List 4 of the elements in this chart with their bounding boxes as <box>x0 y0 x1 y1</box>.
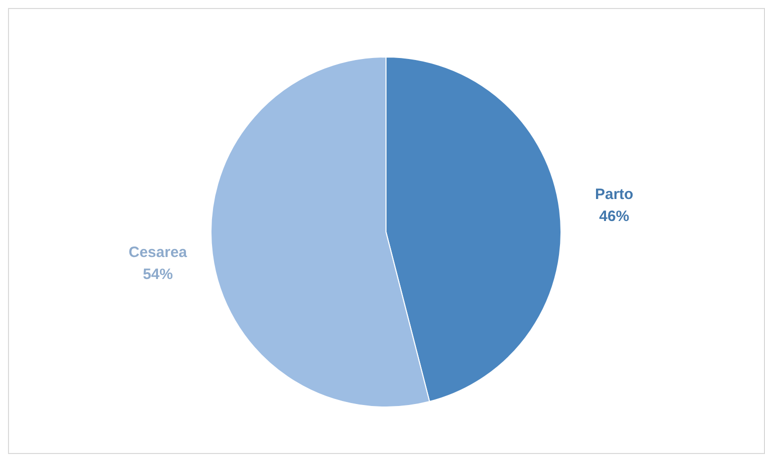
slice-label: Cesarea <box>128 244 188 261</box>
data-label: 54% <box>142 266 173 283</box>
data-label: 46% <box>599 208 630 226</box>
slice-label: Parto <box>595 186 634 204</box>
